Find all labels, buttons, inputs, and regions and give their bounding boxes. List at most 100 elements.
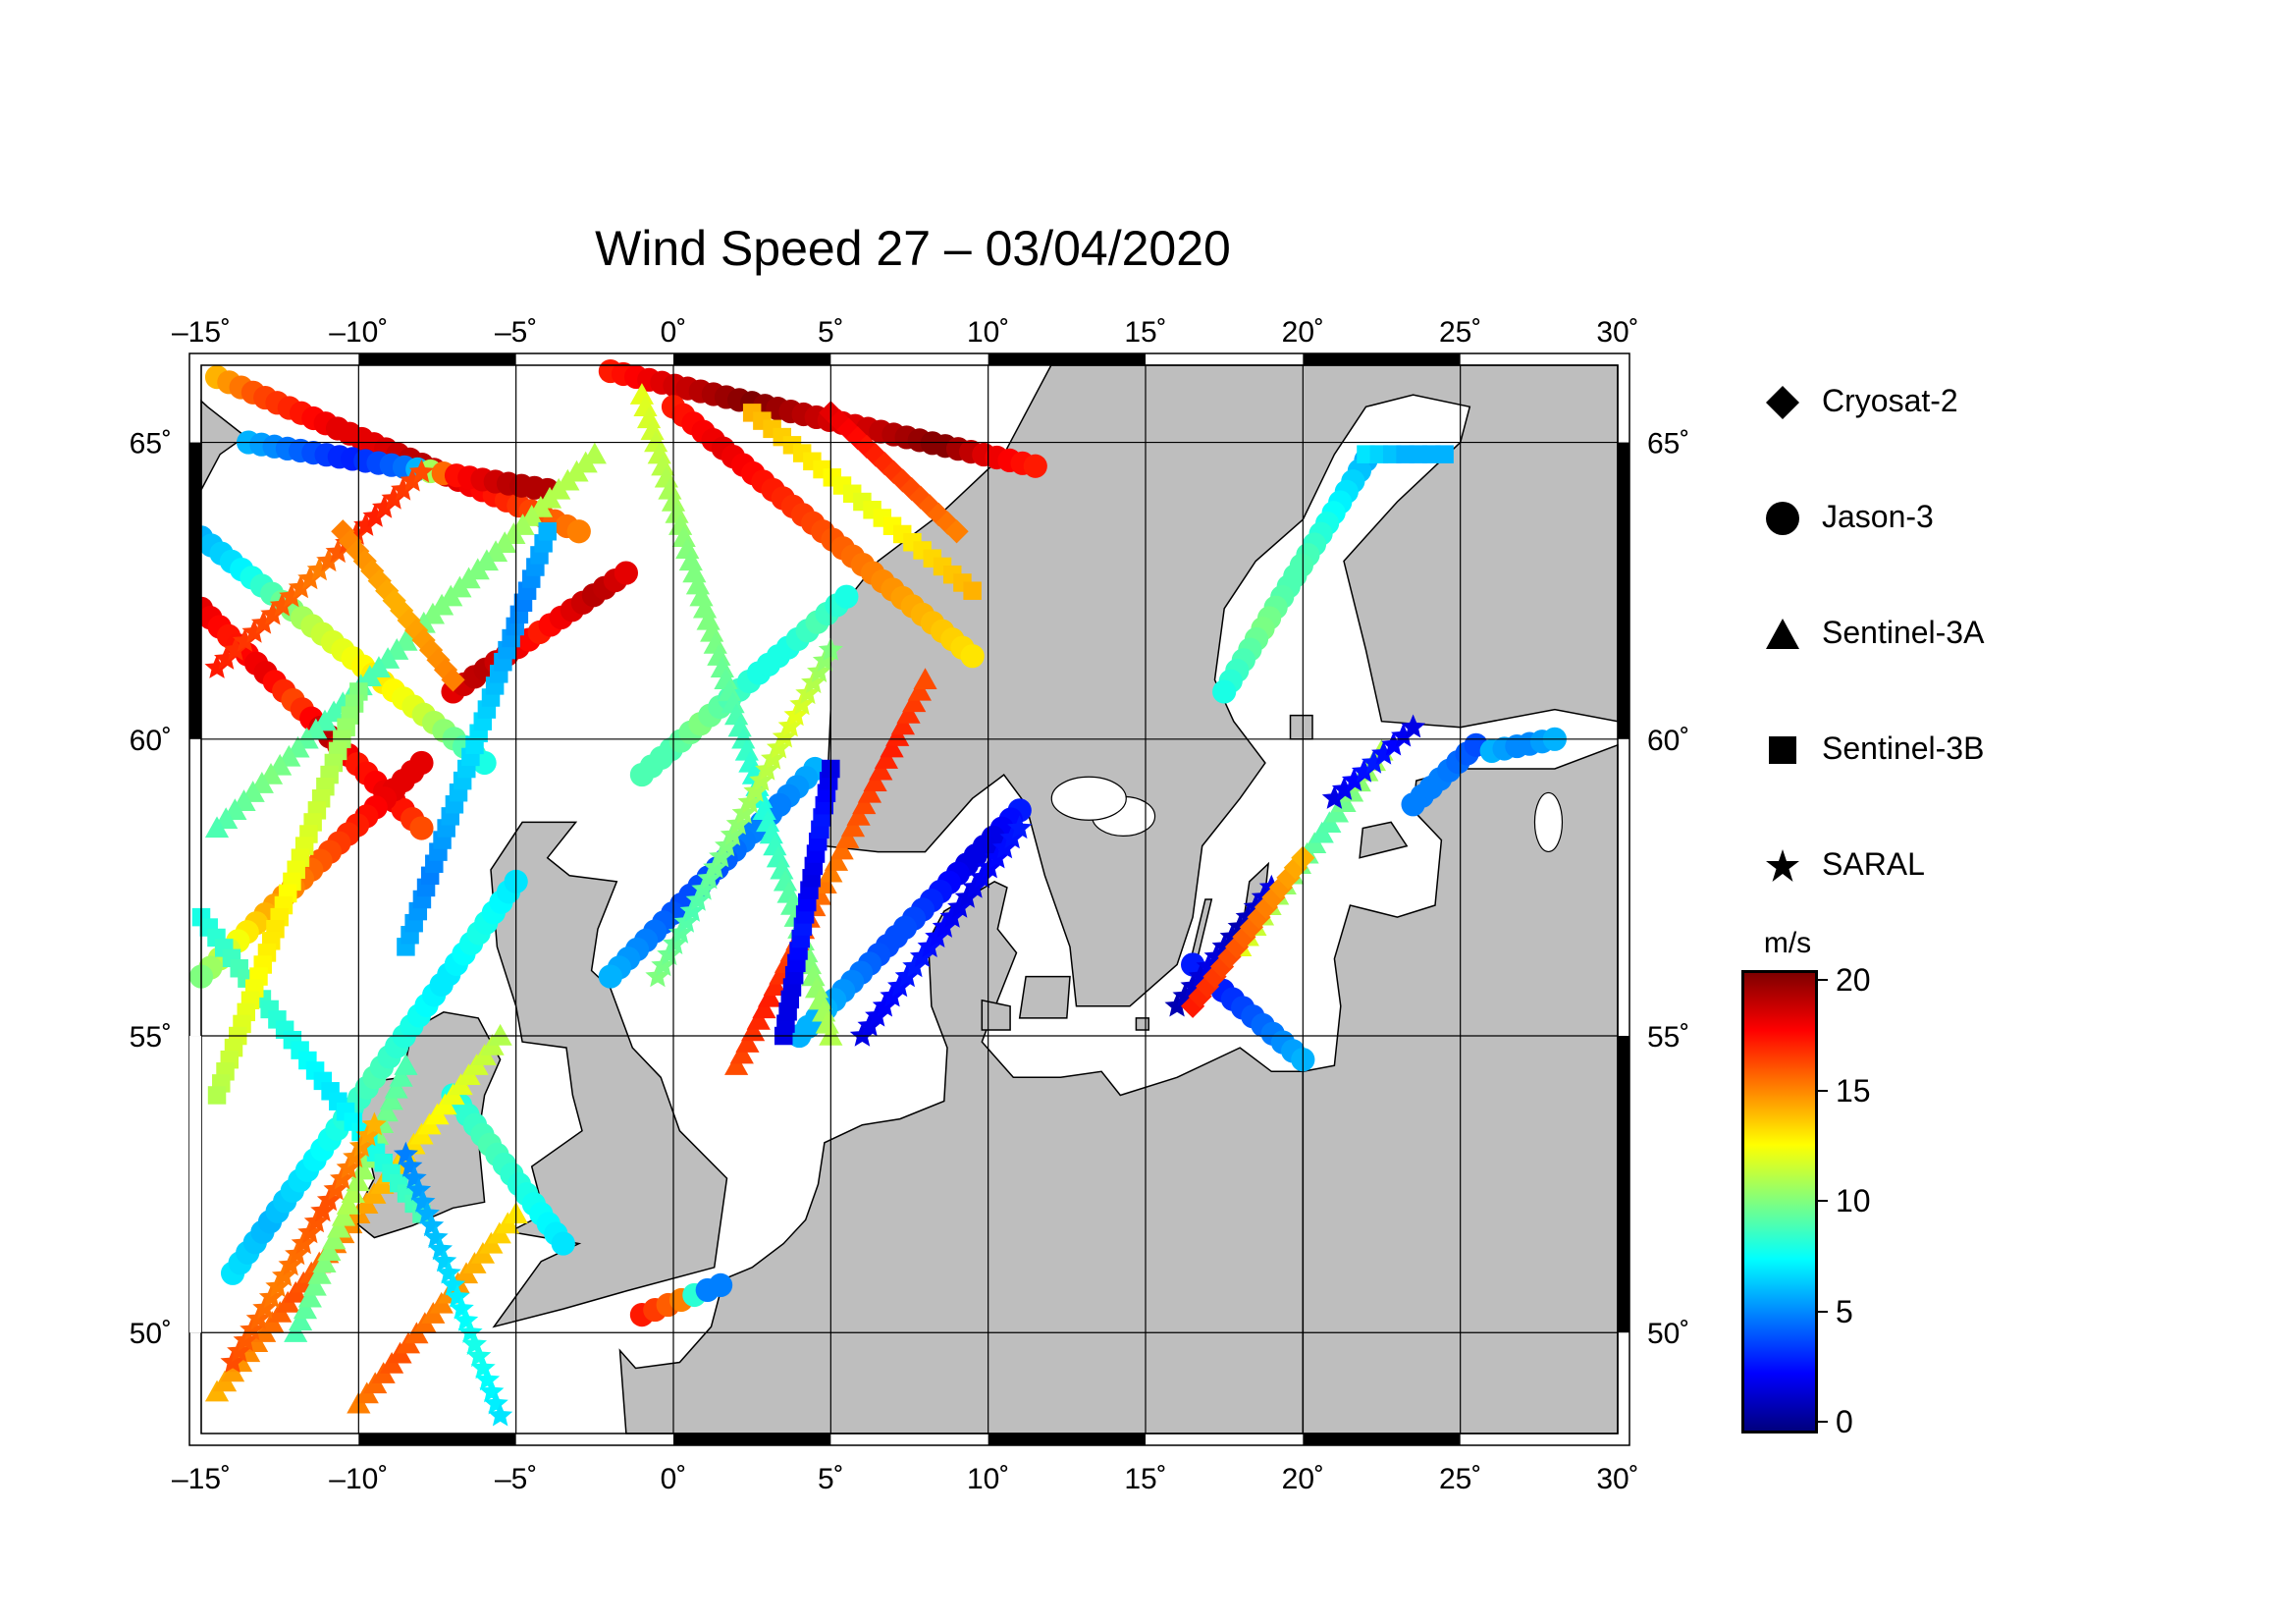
sentinel-3a-point xyxy=(729,1042,754,1064)
saral-point xyxy=(849,1022,875,1047)
cryosat-2-point xyxy=(367,568,392,593)
square-icon xyxy=(1769,736,1796,764)
sentinel-3a-point xyxy=(835,827,860,848)
saral-point xyxy=(795,680,821,705)
sentinel-3a-point xyxy=(331,1204,356,1226)
saral-point xyxy=(657,942,682,966)
saral-point xyxy=(880,983,905,1007)
lon-tick-label-bottom: –10˚ xyxy=(329,1463,388,1495)
saral-point xyxy=(962,874,988,898)
saral-point xyxy=(857,1012,882,1037)
sentinel-3a-point xyxy=(885,725,910,746)
lat-tick-label-left: 50˚ xyxy=(130,1318,172,1350)
colorbar-tickmark xyxy=(1818,1421,1828,1423)
sentinel-3a-point xyxy=(735,1031,760,1053)
sentinel-3a-point xyxy=(852,792,877,815)
lon-tick-label-top: –10˚ xyxy=(329,316,388,349)
jason-3-point xyxy=(409,816,434,840)
land-zealand xyxy=(1018,975,1071,1019)
cryosat-2-point xyxy=(411,627,436,653)
saral-point xyxy=(1164,993,1190,1017)
sentinel-3a-point xyxy=(668,514,693,535)
legend-item-saral: SARAL xyxy=(1757,837,2110,895)
saral-point xyxy=(999,825,1025,849)
saral-point xyxy=(749,767,774,791)
cryosat-2-point xyxy=(1247,905,1271,930)
sentinel-3a-point xyxy=(874,747,899,769)
lake-peipus xyxy=(1533,791,1564,853)
saral-point xyxy=(887,973,913,998)
sentinel-3a-point xyxy=(488,1023,512,1046)
colorbar-tick-label: 5 xyxy=(1836,1293,1853,1329)
saral-point xyxy=(297,566,323,590)
sentinel-3a-point xyxy=(350,1158,375,1180)
saral-point xyxy=(783,702,809,727)
sentinel-3a-point xyxy=(374,1100,400,1122)
saral-point xyxy=(872,993,897,1017)
sentinel-3a-point xyxy=(692,596,718,619)
colorbar-tick-label: 0 xyxy=(1836,1404,1853,1439)
map-frame-outer xyxy=(188,352,1630,1446)
sentinel-3a-point xyxy=(379,1088,403,1110)
sentinel-3a-point xyxy=(869,758,893,781)
sentinel-3a-point xyxy=(302,1273,327,1296)
jason-3-point xyxy=(614,561,639,585)
sentinel-3a-point xyxy=(689,584,714,607)
sentinel-3a-point xyxy=(773,869,798,892)
saral-point xyxy=(667,920,693,944)
lat-tick-label-right: 60˚ xyxy=(1647,725,1689,757)
frame-band-bottom xyxy=(988,1434,1146,1445)
lon-tick-label-bottom: 30˚ xyxy=(1596,1463,1638,1495)
saral-point xyxy=(241,619,267,643)
sentinel-3a-point xyxy=(675,537,700,560)
lon-tick-label-top: 15˚ xyxy=(1124,316,1166,349)
sentinel-3a-point xyxy=(665,502,689,523)
sentinel-3a-point xyxy=(671,525,696,547)
frame-band-left xyxy=(189,442,201,739)
cryosat-2-point xyxy=(873,452,897,476)
cryosat-2-point xyxy=(382,588,406,613)
saral-point xyxy=(731,800,757,824)
lon-tick-label-bottom: –15˚ xyxy=(172,1463,231,1495)
saral-point xyxy=(761,745,786,770)
frame-band-right xyxy=(1618,442,1629,739)
cryosat-2-point xyxy=(346,539,370,564)
cryosat-2-point xyxy=(845,426,870,451)
sentinel-3a-point xyxy=(717,679,742,702)
saral-point xyxy=(1361,749,1386,774)
cryosat-2-point xyxy=(433,658,458,682)
saral-point xyxy=(789,691,815,716)
saral-point xyxy=(755,756,780,781)
land-great-britain xyxy=(490,821,728,1328)
saral-point xyxy=(766,734,791,759)
legend-label: Sentinel-3A xyxy=(1822,615,1985,650)
saral-point xyxy=(1371,740,1397,765)
sentinel-3a-point xyxy=(857,781,882,803)
sentinel-3a-point xyxy=(907,678,932,701)
cryosat-2-point xyxy=(404,618,429,643)
cryosat-2-point xyxy=(1202,964,1227,989)
cryosat-2-point xyxy=(890,468,915,493)
frame-band-top xyxy=(673,353,831,365)
cryosat-2-point xyxy=(375,578,400,603)
sentinel-3a-point xyxy=(696,608,721,630)
sentinel-3a-point xyxy=(703,631,727,654)
colorbar-unit: m/s xyxy=(1763,927,1812,959)
lon-tick-label-top: 10˚ xyxy=(967,316,1009,349)
cryosat-2-point xyxy=(854,434,880,459)
saral-point xyxy=(1007,815,1033,839)
sentinel-3b-point xyxy=(538,522,557,541)
sentinel-3a-point xyxy=(734,738,759,761)
lat-tick-label-left: 65˚ xyxy=(130,428,172,460)
sentinel-3a-point xyxy=(678,549,703,571)
cryosat-2-point xyxy=(935,511,960,535)
legend-item-sentinel-3a: Sentinel-3A xyxy=(1757,605,2110,664)
sentinel-3a-point xyxy=(724,703,749,726)
sentinel-3a-point xyxy=(815,1011,839,1034)
frame-band-bottom xyxy=(1303,1434,1461,1445)
legend-label: SARAL xyxy=(1822,846,1925,882)
saral-point xyxy=(932,914,957,938)
saral-point xyxy=(772,724,797,748)
map-title: Wind Speed 27 – 03/04/2020 xyxy=(595,221,1231,276)
sentinel-3a-point xyxy=(658,477,682,500)
